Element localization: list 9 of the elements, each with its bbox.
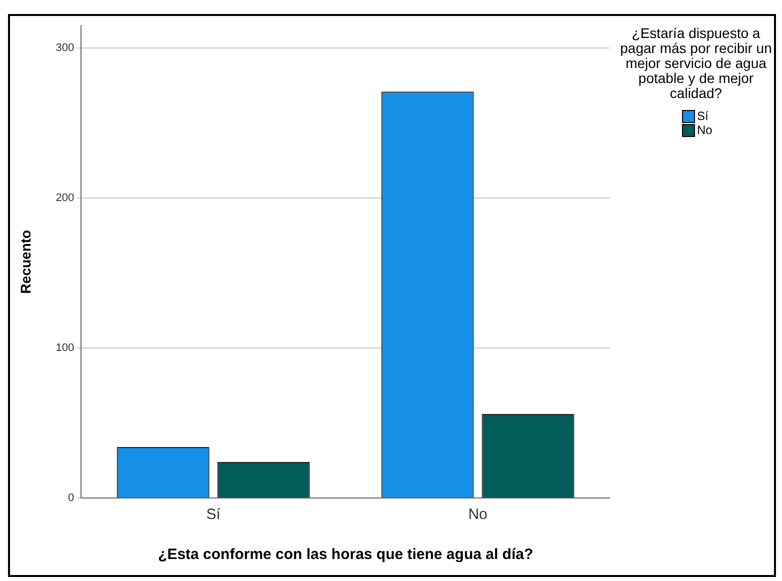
y-tick-label: 100 (56, 342, 74, 354)
legend-label: No (697, 123, 712, 137)
legend-title: ¿Estaría dispuesto a pagar más por recibir un mejor servicio de agua potable y de mejor calidad? (619, 25, 773, 101)
y-tick-label: 0 (68, 492, 74, 504)
x-axis-title: ¿Esta conforme con las horas que tiene agua al día? (158, 546, 534, 564)
y-tick-label: 300 (56, 42, 74, 54)
legend-label: Sí (697, 109, 708, 123)
y-tick-label: 200 (56, 192, 74, 204)
y-axis-title: Recuento (17, 230, 34, 294)
